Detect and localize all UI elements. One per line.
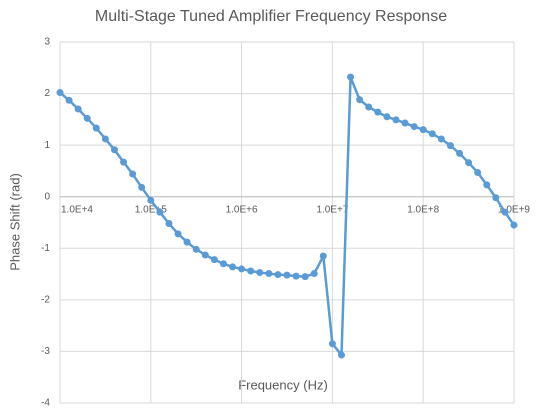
data-point <box>356 96 364 104</box>
data-point <box>256 269 264 277</box>
data-point <box>201 251 209 259</box>
data-point <box>156 208 164 216</box>
data-point <box>192 245 200 253</box>
x-tick-label: 1.0E+7 <box>316 204 348 215</box>
x-tick-label: 1.0E+8 <box>407 204 439 215</box>
x-tick-label: 1.0E+4 <box>61 204 93 215</box>
data-point <box>247 267 255 275</box>
data-point <box>174 230 182 238</box>
data-point <box>274 271 282 279</box>
x-axis-label: Frequency (Hz) <box>238 377 328 392</box>
data-point <box>83 114 91 122</box>
data-point <box>383 113 391 121</box>
data-point <box>319 252 327 260</box>
data-point <box>392 116 400 124</box>
data-point <box>120 158 128 166</box>
data-point <box>56 89 64 97</box>
data-point <box>283 271 291 279</box>
data-point <box>437 135 445 143</box>
data-point <box>219 260 227 268</box>
data-point <box>474 168 482 176</box>
data-point <box>210 256 218 264</box>
data-point <box>365 103 373 111</box>
x-tick-label: 1.0E+9 <box>498 204 530 215</box>
data-point <box>483 181 491 189</box>
data-point <box>492 194 500 202</box>
data-point <box>328 340 336 348</box>
series-line <box>59 75 516 357</box>
data-point <box>165 220 173 228</box>
chart-title: Multi-Stage Tuned Amplifier Frequency Re… <box>95 8 447 25</box>
y-tick-label: -3 <box>41 346 50 357</box>
data-point <box>301 273 309 281</box>
data-point <box>92 124 100 132</box>
data-point <box>401 119 409 127</box>
data-point <box>410 123 418 131</box>
data-point <box>337 351 345 359</box>
data-point <box>465 159 473 167</box>
data-point <box>510 221 518 229</box>
data-point <box>419 126 427 134</box>
data-point <box>183 238 191 246</box>
y-tick-label: -2 <box>41 294 50 305</box>
data-point <box>501 208 509 216</box>
data-point <box>65 96 73 104</box>
y-tick-label: -1 <box>41 243 50 254</box>
data-point <box>129 170 137 178</box>
data-point <box>265 270 273 278</box>
data-point <box>74 105 82 113</box>
x-tick-label: 1.0E+5 <box>135 204 167 215</box>
data-point <box>238 265 246 273</box>
data-point <box>347 73 355 81</box>
y-tick-label: 0 <box>44 191 50 202</box>
data-point <box>110 146 118 154</box>
data-point <box>101 135 109 143</box>
y-tick-label: -4 <box>41 398 50 409</box>
data-point <box>456 149 464 157</box>
data-point <box>292 272 300 280</box>
data-point <box>428 130 436 138</box>
data-point <box>229 263 237 271</box>
x-tick-label: 1.0E+6 <box>226 204 258 215</box>
data-point <box>446 142 454 150</box>
data-point <box>310 270 318 278</box>
data-point <box>147 196 155 204</box>
data-point <box>138 183 146 191</box>
data-point <box>374 108 382 116</box>
y-tick-label: 3 <box>44 37 50 48</box>
y-axis-label: Phase Shift (rad) <box>7 173 22 271</box>
y-tick-label: 1 <box>44 140 50 151</box>
y-tick-label: 2 <box>44 88 50 99</box>
